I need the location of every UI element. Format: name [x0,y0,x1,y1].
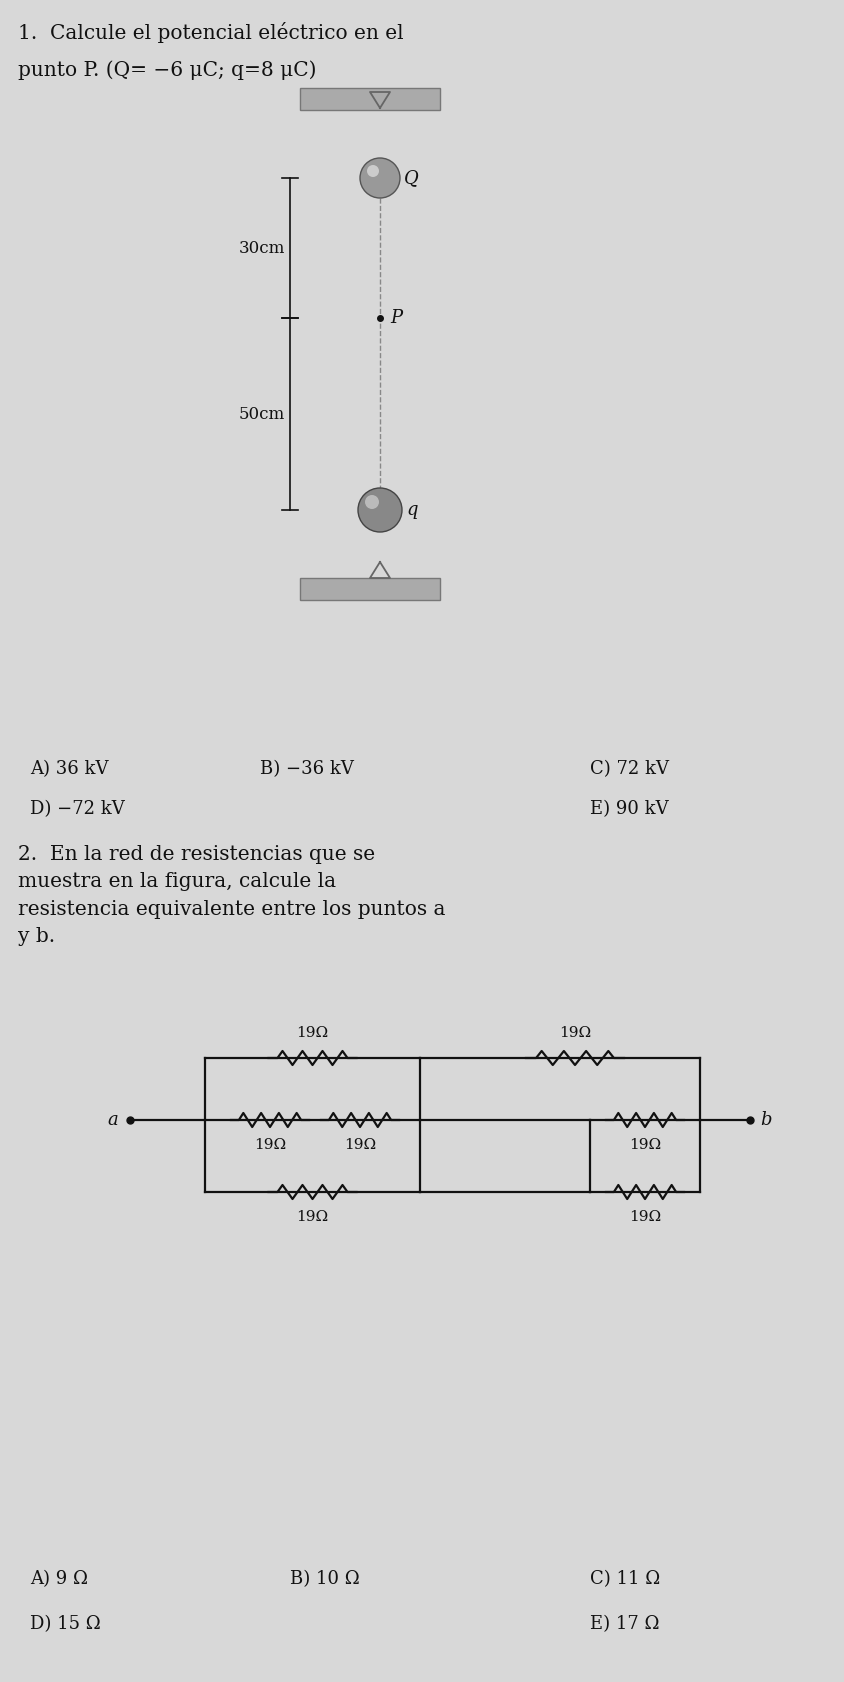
Text: D) −72 kV: D) −72 kV [30,801,125,817]
Text: B) 10 Ω: B) 10 Ω [290,1569,360,1588]
Text: C) 11 Ω: C) 11 Ω [590,1569,660,1588]
Text: a: a [107,1112,118,1129]
Text: B) −36 kV: B) −36 kV [260,760,354,779]
Text: 50cm: 50cm [239,405,285,422]
Text: A) 9 Ω: A) 9 Ω [30,1569,88,1588]
Text: punto P. (Q= −6 μC; q=8 μC): punto P. (Q= −6 μC; q=8 μC) [18,61,316,79]
Text: 1.  Calcule el potencial eléctrico en el: 1. Calcule el potencial eléctrico en el [18,22,403,44]
Text: b: b [760,1112,771,1129]
Bar [300,87,440,109]
Text: 2.  En la red de resistencias que se
muestra en la figura, calcule la
resistenci: 2. En la red de resistencias que se mues… [18,844,446,945]
Circle shape [358,488,402,532]
Text: 19Ω: 19Ω [254,1139,286,1152]
Text: D) 15 Ω: D) 15 Ω [30,1615,100,1633]
Text: C) 72 kV: C) 72 kV [590,760,669,779]
Text: 19Ω: 19Ω [629,1139,661,1152]
Circle shape [360,158,400,198]
Text: q: q [406,501,418,520]
Text: 30cm: 30cm [239,239,285,256]
Text: 19Ω: 19Ω [296,1209,328,1224]
Text: A) 36 kV: A) 36 kV [30,760,109,779]
Text: 19Ω: 19Ω [559,1026,591,1039]
Text: 19Ω: 19Ω [629,1209,661,1224]
Text: 19Ω: 19Ω [296,1026,328,1039]
Text: E) 17 Ω: E) 17 Ω [590,1615,659,1633]
Text: 19Ω: 19Ω [344,1139,376,1152]
Text: Q: Q [404,168,419,187]
Text: P: P [390,309,402,326]
Bar [300,579,440,600]
Circle shape [367,165,379,177]
Circle shape [365,495,379,510]
Text: E) 90 kV: E) 90 kV [590,801,668,817]
